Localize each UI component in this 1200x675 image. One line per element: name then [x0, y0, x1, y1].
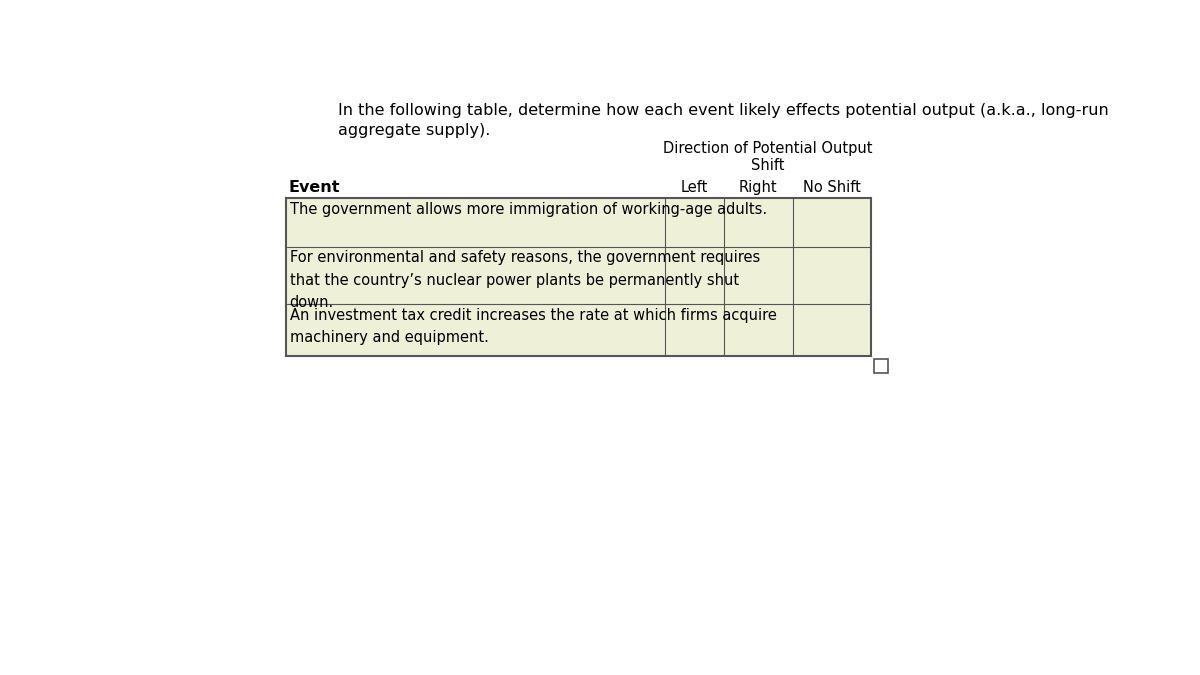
Text: Left: Left	[680, 180, 708, 194]
Text: In the following table, determine how each event likely effects potential output: In the following table, determine how ea…	[337, 103, 1109, 117]
Bar	[874, 359, 888, 373]
Text: No Shift: No Shift	[803, 180, 860, 194]
Text: An investment tax credit increases the rate at which firms acquire
machinery and: An investment tax credit increases the r…	[289, 308, 776, 346]
Text: Right: Right	[739, 180, 778, 194]
Text: Shift: Shift	[751, 158, 785, 173]
Text: Direction of Potential Output: Direction of Potential Output	[664, 141, 872, 156]
Text: The government allows more immigration of working-age adults.: The government allows more immigration o…	[289, 202, 767, 217]
Text: For environmental and safety reasons, the government requires
that the country’s: For environmental and safety reasons, th…	[289, 250, 760, 310]
Text: aggregate supply).: aggregate supply).	[337, 124, 490, 138]
Bar	[286, 198, 871, 356]
Text: Event: Event	[289, 180, 341, 194]
